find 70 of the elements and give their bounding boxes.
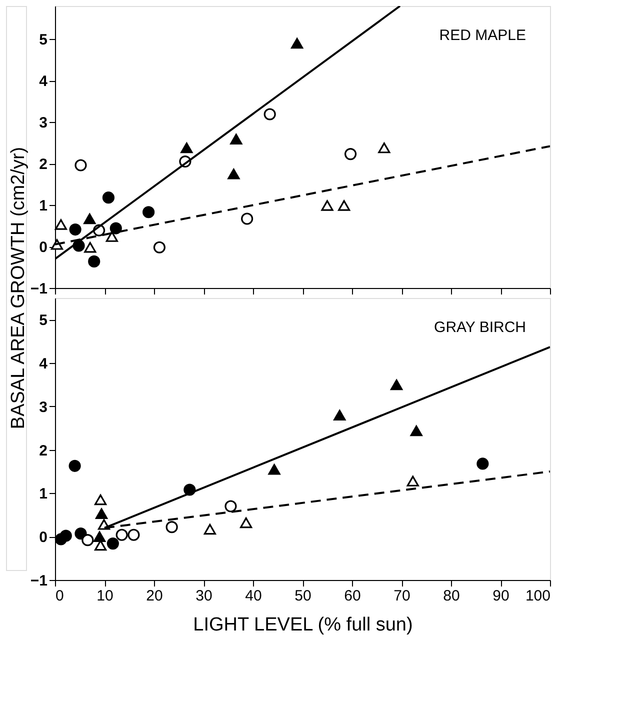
y-tick-label: −1 — [30, 572, 48, 590]
y-tick-label: 5 — [39, 32, 48, 49]
point — [84, 213, 96, 224]
point — [334, 410, 346, 420]
y-tick-label: 3 — [39, 114, 48, 132]
y-tick-label: 4 — [39, 73, 48, 90]
point — [106, 231, 118, 242]
y-axis-title: BASAL AREA GROWTH (cm2/yr) — [8, 146, 29, 430]
point — [241, 212, 254, 225]
text: GRAY BIRCH — [434, 319, 526, 336]
point — [240, 517, 252, 528]
point — [476, 458, 489, 470]
x-tick-label: 40 — [245, 588, 262, 604]
y-tick-label: −1 — [30, 280, 48, 298]
point — [84, 242, 96, 253]
point — [95, 508, 108, 519]
x-tick-label: 90 — [492, 588, 510, 604]
x-axis-title: LIGHT LEVEL (% full sun) — [193, 614, 413, 636]
point — [166, 521, 178, 534]
y-tick-label: 5 — [39, 312, 48, 330]
point — [204, 524, 216, 535]
point — [94, 494, 107, 506]
point — [116, 528, 128, 541]
x-tick-label: 30 — [196, 588, 212, 604]
point — [410, 425, 422, 436]
y-tick-label: 1 — [39, 486, 48, 503]
y-tick-label: 4 — [39, 356, 48, 373]
point — [264, 108, 276, 120]
point — [338, 200, 350, 211]
text: RED MAPLE — [439, 27, 526, 44]
point — [142, 206, 155, 218]
point — [406, 476, 419, 486]
point — [102, 192, 115, 204]
point — [94, 531, 106, 542]
point — [106, 538, 119, 550]
x-tick-label: 50 — [294, 588, 312, 604]
point — [60, 530, 72, 542]
point — [82, 534, 94, 546]
point — [54, 219, 67, 230]
point — [110, 222, 122, 234]
y-tick-label: 2 — [39, 442, 48, 460]
point — [180, 142, 193, 154]
x-tick-label: 0 — [56, 588, 64, 604]
point — [68, 460, 81, 472]
point — [153, 241, 166, 254]
point — [88, 255, 100, 268]
y-tick-label: 0 — [39, 239, 48, 256]
x-tick-label: 60 — [344, 588, 361, 604]
point — [378, 142, 390, 154]
point — [74, 528, 87, 540]
point — [74, 159, 87, 172]
point — [128, 528, 140, 541]
point — [390, 379, 403, 390]
point — [228, 168, 240, 180]
point — [69, 223, 82, 236]
point — [268, 464, 280, 475]
x-tick-label: 100 — [525, 588, 550, 604]
point — [321, 200, 334, 211]
y-tick-label: 1 — [39, 198, 48, 215]
point — [344, 148, 357, 160]
point — [224, 500, 237, 512]
y-tick-label: 0 — [39, 529, 48, 546]
x-tick-label: 20 — [146, 588, 163, 604]
y-tick-label: 3 — [39, 398, 48, 416]
y-tick-label: 2 — [39, 156, 48, 174]
x-tick-label: 70 — [394, 588, 410, 604]
point — [230, 134, 242, 144]
point — [291, 38, 304, 49]
x-tick-label: 80 — [443, 588, 460, 604]
x-tick-label: 10 — [96, 588, 114, 604]
